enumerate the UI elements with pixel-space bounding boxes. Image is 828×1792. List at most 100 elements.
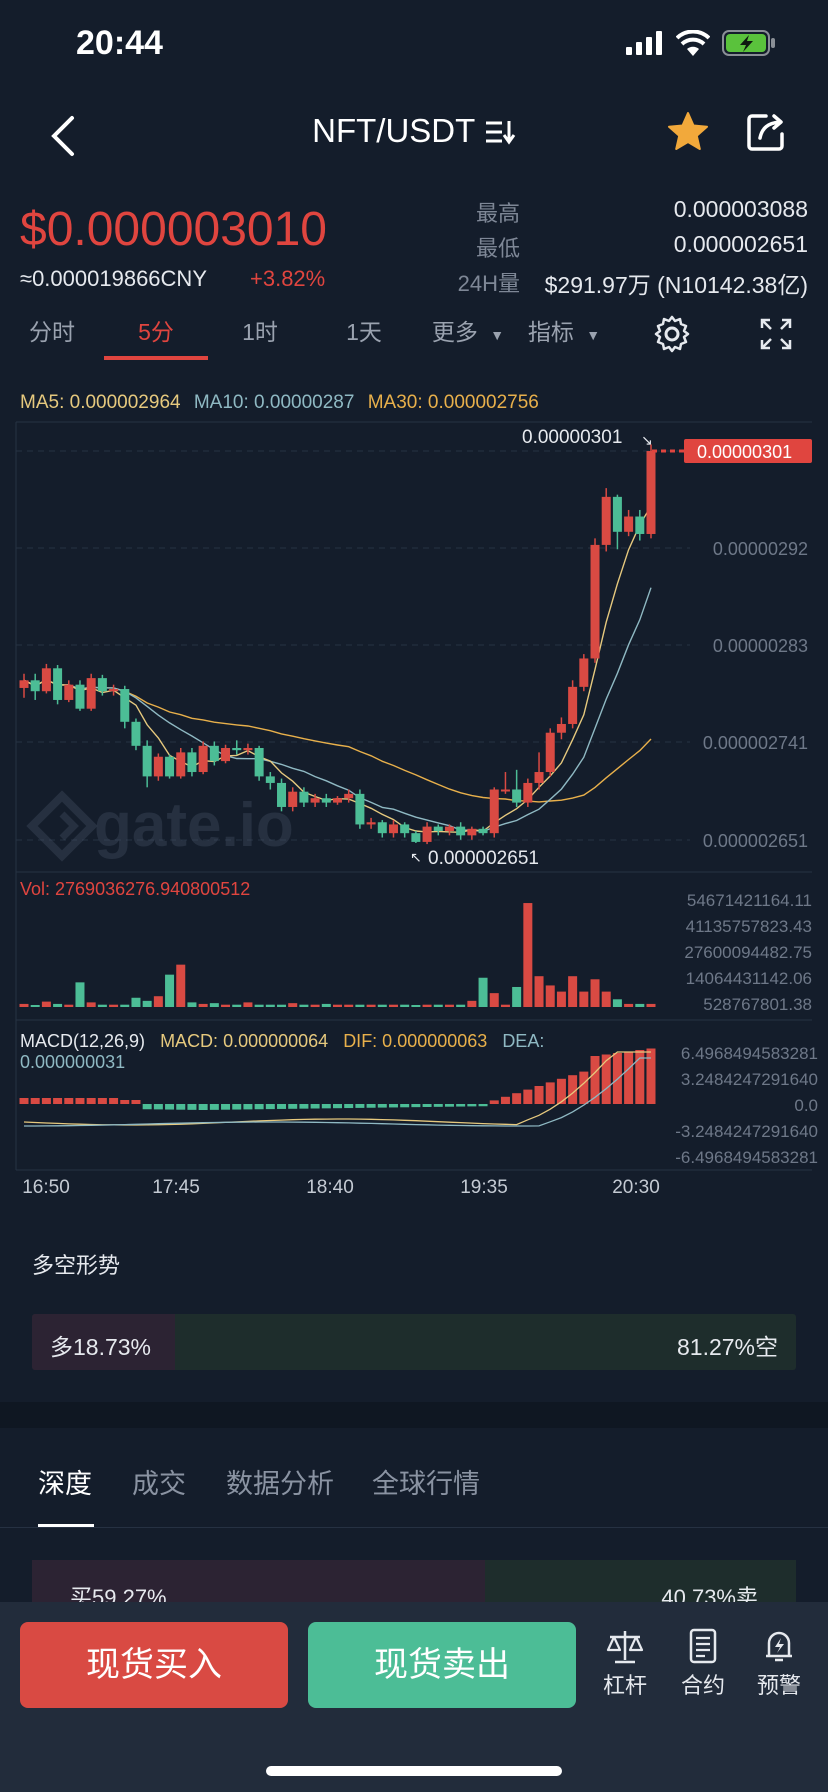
tab-indicators-label: 指标 — [527, 319, 574, 345]
candle-body — [64, 684, 74, 700]
candle-body — [165, 756, 175, 777]
fullscreen-icon[interactable] — [758, 316, 794, 352]
volume-bar — [411, 1005, 421, 1007]
macd-bar — [377, 1104, 387, 1108]
price-axis-label: 0.000002741 — [703, 733, 808, 753]
macd-bar — [333, 1104, 342, 1109]
volume-bar — [624, 1003, 634, 1007]
macd-bar — [243, 1104, 253, 1110]
macd-bar — [64, 1098, 74, 1104]
dea-line — [24, 1057, 651, 1127]
volume-bar — [277, 1004, 287, 1007]
tab-global-market[interactable]: 全球行情 — [372, 1469, 480, 1499]
candle-body — [142, 745, 152, 777]
tab-1h[interactable]: 1时 — [242, 319, 278, 345]
volume-bar — [165, 974, 175, 1007]
candle-body — [53, 668, 63, 700]
volume-bar — [344, 1004, 354, 1007]
candle-body — [590, 544, 600, 659]
candle-body — [456, 826, 466, 836]
candle-body — [635, 516, 645, 534]
tab-trades[interactable]: 成交 — [132, 1469, 186, 1499]
candle-body — [310, 798, 320, 803]
long-fill — [32, 1314, 176, 1370]
candle-body — [624, 516, 634, 532]
tab-timeline[interactable]: 分时 — [29, 319, 75, 345]
volume-bar — [545, 985, 555, 1007]
tab-5m[interactable]: 5分 — [138, 319, 174, 345]
candle-body — [19, 680, 29, 688]
time-axis-label: 17:45 — [152, 1177, 200, 1198]
tab-indicators[interactable]: 指标 ▼ — [512, 312, 616, 355]
tab-1d[interactable]: 1天 — [346, 319, 382, 345]
volume-bar — [153, 996, 163, 1007]
macd-bar — [444, 1104, 454, 1107]
volume-bar — [176, 964, 186, 1007]
macd-title: MACD(12,26,9) — [20, 1031, 145, 1051]
candle-body — [400, 824, 410, 834]
candle-body — [243, 748, 253, 751]
candle-body — [97, 678, 107, 692]
candle-body — [377, 822, 387, 834]
macd-bar — [467, 1104, 477, 1107]
macd-bar — [523, 1089, 533, 1104]
status-icons — [626, 30, 776, 56]
candle-body — [109, 689, 119, 692]
macd-bar — [299, 1104, 309, 1109]
last-price-tag-text: 0.00000301 — [697, 442, 792, 462]
document-icon — [689, 1628, 717, 1664]
watermark-text: gate.io — [94, 791, 294, 860]
volume-bar — [187, 1002, 197, 1007]
macd-axis-label: 0.0 — [794, 1096, 818, 1115]
price-axis-label: 0.000002651 — [703, 831, 808, 851]
star-icon[interactable] — [666, 110, 710, 154]
macd-axis-label: 6.4968494583281 — [681, 1044, 818, 1063]
candle-body — [411, 833, 421, 842]
alert-button[interactable]: 预警 — [744, 1628, 814, 1700]
candle-body — [209, 745, 219, 762]
macd-bar — [232, 1104, 242, 1110]
gear-icon[interactable] — [652, 314, 692, 354]
spot-buy-button[interactable]: 现货买入 — [20, 1622, 288, 1708]
candle-body — [198, 745, 208, 773]
volume-bar — [478, 977, 488, 1007]
kline-chart[interactable]: gate.io 0.00000292 0.00000283 0.000002741 0… — [0, 420, 828, 1200]
long-short-bar: 多18.73% 81.27%空 — [32, 1314, 796, 1370]
volume-bar — [198, 1003, 208, 1007]
volume-bar — [288, 1003, 298, 1007]
macd-bar — [635, 1050, 645, 1104]
volume-bar — [299, 1004, 309, 1007]
scale-icon — [606, 1631, 644, 1664]
candle-body — [221, 748, 231, 762]
tab-more[interactable]: 更多 ▼ — [416, 312, 520, 355]
chevron-left-icon[interactable] — [44, 110, 84, 160]
macd-bar — [601, 1054, 611, 1104]
leverage-button[interactable]: 杠杆 — [590, 1628, 660, 1700]
macd-axis-label: -3.2484247291640 — [675, 1122, 818, 1141]
volume-bar — [243, 1002, 253, 1007]
macd-bar — [534, 1086, 544, 1104]
volume-bar — [232, 1004, 242, 1007]
volume-bar — [601, 991, 611, 1007]
ma10-value: MA10: 0.00000287 — [193, 392, 355, 413]
candle-body — [478, 828, 488, 834]
share-icon[interactable] — [744, 110, 788, 154]
candle-body — [568, 686, 578, 724]
dea-label: DEA: — [502, 1031, 544, 1051]
candle-body — [512, 789, 522, 803]
last-price: $0.000003010 — [20, 203, 327, 256]
candle-body — [523, 782, 533, 803]
tab-depth[interactable]: 深度 — [38, 1469, 92, 1499]
macd-value: MACD: 0.000000064 — [160, 1031, 328, 1051]
volume-bar — [556, 991, 566, 1007]
action-bar: 现货买入 现货卖出 杠杆 合约 预警 — [0, 1602, 828, 1792]
contract-button[interactable]: 合约 — [668, 1628, 738, 1700]
macd-bar — [545, 1082, 555, 1104]
pair-title[interactable]: NFT/USDT — [0, 112, 828, 150]
candle-body — [131, 721, 141, 746]
volume-bar — [456, 1004, 466, 1007]
volume-bar — [53, 1003, 63, 1007]
volume-bar — [333, 1004, 342, 1007]
tab-data-analysis[interactable]: 数据分析 — [226, 1469, 334, 1499]
spot-sell-button[interactable]: 现货卖出 — [308, 1622, 576, 1708]
